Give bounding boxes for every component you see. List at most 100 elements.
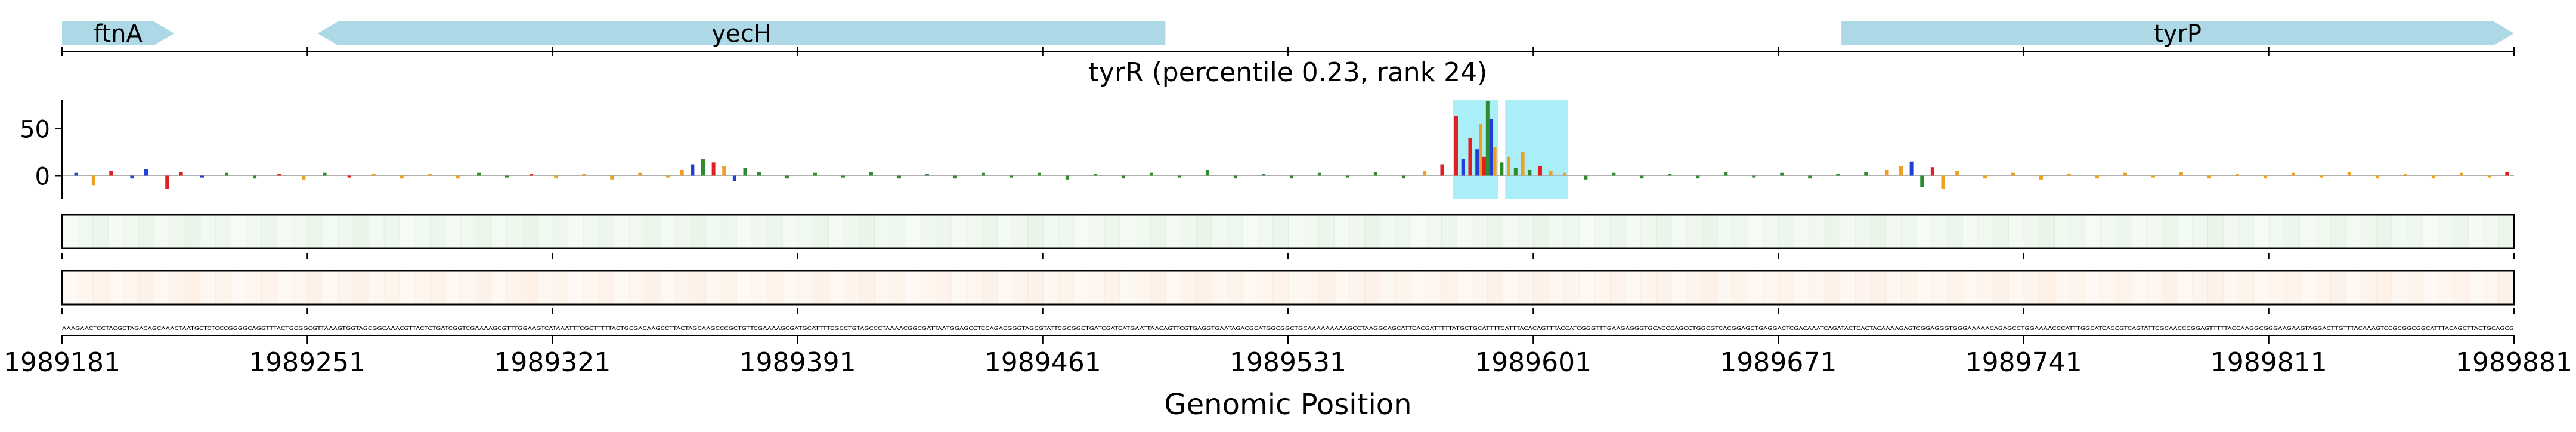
attribution-bar [1261,174,1265,176]
green-track-cell [1150,215,1166,248]
green-track-cell [307,215,323,248]
orange-track-cell [2039,271,2055,304]
green-track-cell [537,215,553,248]
orange-track-cell [1625,271,1642,304]
attribution-bar [200,175,204,178]
attribution-bar [1401,175,1405,179]
orange-track-cell [1288,271,1304,304]
attribution-bar [1289,175,1293,179]
attribution-bar [1836,174,1840,176]
signal-track-green [61,214,2515,249]
gene-arrow [62,21,174,45]
orange-track-cell [1227,271,1243,304]
attribution-bar [225,172,229,176]
attribution-bar [1479,124,1483,176]
orange-track-cell [292,271,308,304]
orange-track-cell [705,271,722,304]
attribution-bar [1149,172,1153,176]
orange-track-cell [2146,271,2162,304]
orange-track-cell [2207,271,2224,304]
orange-track-cell [1655,271,1672,304]
orange-track-cell [797,271,814,304]
orange-track-cell [1196,271,1212,304]
green-track-cell [874,215,890,248]
attribution-bar [1037,172,1041,176]
green-track-cell [92,215,109,248]
orange-track-cell [1579,271,1595,304]
attribution-bar [179,172,183,176]
green-track-cell [2361,215,2377,248]
green-track-cell [1763,215,1779,248]
orange-track-cell [2345,271,2361,304]
green-track-cell [123,215,140,248]
green-track-cell [2330,215,2346,248]
attribution-bar [1780,172,1784,176]
orange-track-cell [261,271,277,304]
green-track-cell [230,215,247,248]
green-track-cell [889,215,906,248]
green-track-cell [399,215,416,248]
attribution-bar [1528,169,1532,176]
green-track-cell [1334,215,1350,248]
orange-track-cell [2422,271,2438,304]
attribution-bar [1513,168,1518,176]
orange-track-cell [1962,271,1979,304]
attribution-bar [2347,172,2351,176]
attribution-bar [144,169,148,176]
orange-track-cell [2222,271,2239,304]
attribution-bar [925,174,929,176]
green-track-cell [2391,215,2408,248]
attribution-bar [554,175,558,179]
green-track-cell [338,215,354,248]
orange-track-cell [353,271,369,304]
orange-track-frame [61,270,2515,306]
green-track-cell [2207,215,2224,248]
attribution-bar [1485,101,1490,176]
green-track-cell [614,215,630,248]
attribution-bar [610,175,614,180]
green-track-cell [1349,215,1366,248]
orange-track-cell [2238,271,2255,304]
green-track-cell [813,215,829,248]
green-track-cell [246,215,262,248]
attribution-bar [456,175,460,179]
orange-track-cell [1502,271,1519,304]
attribution-bar [2235,174,2239,176]
green-track-cell [859,215,875,248]
attribution-bar [400,175,404,179]
green-track-cell [1947,215,1963,248]
green-track-cell [2161,215,2178,248]
attribution-bar [1507,156,1511,176]
green-track-cell [1196,215,1212,248]
orange-track-cell [950,271,967,304]
x-tick-label: 1989671 [1720,347,1837,378]
green-track-cell [2069,215,2086,248]
orange-track-cell [138,271,155,304]
orange-track-cell [1701,271,1718,304]
attribution-bar [1899,166,1903,176]
green-track-cell [705,215,722,248]
green-track-cell [1732,215,1748,248]
orange-track-cell [1410,271,1427,304]
green-track-cell [1885,215,1902,248]
attribution-bar [74,172,78,176]
green-track-cell [690,215,707,248]
attribution-bar [1885,169,1889,176]
green-track-cell [2146,215,2162,248]
attribution-bar [1521,152,1525,176]
green-track-cell [797,215,814,248]
orange-track-cell [2483,271,2500,304]
orange-track-cell [982,271,998,304]
green-track-cell [966,215,982,248]
attribution-bar [1500,162,1504,176]
green-track-cell [1655,215,1672,248]
green-track-cell [1502,215,1519,248]
green-track-cell [1088,215,1105,248]
green-track-cell [1824,215,1841,248]
attribution-bar [1752,175,1756,178]
orange-track-cell [2361,271,2377,304]
orange-track-cell [920,271,936,304]
orange-track-cell [2407,271,2423,304]
chart-title: tyrR (percentile 0.23, rank 24) [1089,57,1488,88]
green-track-cell [1916,215,1933,248]
